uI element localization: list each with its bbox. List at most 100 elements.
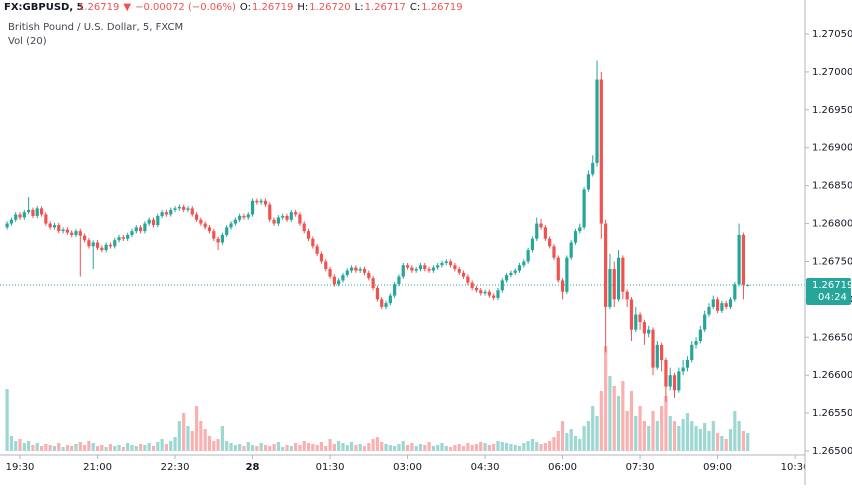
candle-body — [397, 276, 401, 285]
volume-bar — [608, 376, 612, 451]
candle-body — [27, 209, 31, 213]
volume-bar — [720, 436, 724, 451]
volume-bar — [384, 444, 388, 451]
candle-body — [246, 214, 250, 218]
header-price: 1.26719 — [78, 2, 119, 13]
candle-body — [212, 231, 216, 239]
candle-body — [552, 246, 556, 258]
candle-body — [203, 223, 207, 228]
volume-bar — [250, 445, 255, 451]
candle-body — [461, 272, 466, 277]
volume-bar — [255, 446, 259, 451]
candle-body — [113, 240, 117, 247]
candle-body — [328, 269, 332, 277]
candle-body — [349, 267, 354, 271]
volume-bar — [238, 444, 242, 451]
volume-bar — [14, 441, 18, 451]
volume-bar — [453, 445, 457, 451]
volume-bar — [337, 441, 341, 451]
price-axis-bg — [805, 0, 852, 485]
volume-bar — [203, 429, 207, 451]
candle-body — [449, 261, 453, 266]
volume-bar — [229, 443, 233, 451]
volume-bar — [207, 436, 212, 451]
volume-bar — [319, 442, 324, 451]
volume-bar — [599, 391, 603, 451]
header-quote: 1.26719 ▼ −0.00072 (−0.06%) O:1.26719 H:1.26… — [78, 2, 463, 13]
candle-body — [733, 284, 737, 300]
volume-bar — [405, 445, 410, 451]
candle-body — [711, 299, 715, 307]
candle-body — [35, 208, 39, 216]
volume-bar — [660, 406, 664, 451]
volume-bar — [638, 406, 642, 451]
candle-body — [440, 262, 444, 266]
candle-body — [173, 208, 177, 210]
symbol: FX:GBPUSD, 5 — [4, 2, 84, 13]
candle-body — [238, 215, 242, 220]
candle-body — [143, 223, 147, 232]
volume-bar — [642, 421, 646, 451]
candle-body — [104, 244, 108, 251]
candle-body — [225, 227, 229, 235]
y-tick-label: 1.27000 — [812, 67, 852, 78]
volume-bar — [655, 421, 659, 451]
candle-body — [668, 375, 672, 387]
candle-body — [169, 209, 173, 215]
y-tick-label: 1.26750 — [812, 256, 852, 267]
x-tick-label: 03:00 — [393, 462, 422, 473]
candle-body — [539, 223, 543, 228]
candle-body — [651, 329, 655, 368]
candle-body — [586, 174, 591, 190]
x-tick-label: 28 — [246, 462, 260, 473]
volume-bar — [324, 446, 328, 451]
volume-bar — [479, 442, 483, 451]
volume-bar — [233, 445, 237, 451]
volume-bar — [483, 443, 487, 451]
candle-body — [453, 265, 457, 270]
candle-body — [259, 200, 263, 203]
candle-body — [289, 212, 293, 220]
volume-bar — [164, 444, 169, 451]
volume-bar — [160, 439, 164, 451]
candle-body — [95, 242, 100, 248]
candle-body — [268, 204, 272, 220]
x-tick-label: 21:00 — [83, 462, 112, 473]
candle-body — [78, 231, 82, 236]
candle-body — [638, 314, 642, 323]
volume-bar — [548, 441, 552, 451]
x-tick-label: 01:30 — [316, 462, 345, 473]
volume-bar — [108, 444, 113, 451]
candle-body — [629, 299, 634, 330]
volume-bar — [487, 445, 491, 451]
last-price-label: 1.26719 — [812, 280, 852, 291]
volume-bar — [31, 445, 35, 451]
candle-body — [31, 209, 35, 216]
y-tick-label: 1.26800 — [812, 219, 852, 230]
candle-body — [354, 267, 358, 271]
volume-bar — [410, 443, 414, 451]
volume-bar — [259, 443, 263, 451]
volume-bar — [246, 442, 250, 451]
candle-body — [87, 240, 91, 247]
x-tick-label: 09:00 — [703, 462, 732, 473]
candle-body — [294, 212, 298, 215]
volume-bar — [668, 416, 672, 451]
candle-body — [14, 214, 18, 220]
candle-body — [362, 269, 367, 273]
volume-bar — [212, 441, 216, 451]
volume-bar — [664, 396, 668, 451]
candle-body — [311, 238, 315, 247]
volume-bar — [586, 421, 591, 451]
candle-body — [276, 217, 280, 224]
volume-bar — [380, 442, 384, 451]
candle-body — [337, 280, 341, 285]
volume-bar — [733, 411, 737, 451]
volume-bar — [194, 406, 199, 451]
volume-bar — [418, 444, 423, 451]
volume-bar — [78, 442, 82, 451]
volume-bar — [466, 443, 470, 451]
candle-body — [418, 265, 423, 270]
volume-bar — [22, 443, 26, 451]
